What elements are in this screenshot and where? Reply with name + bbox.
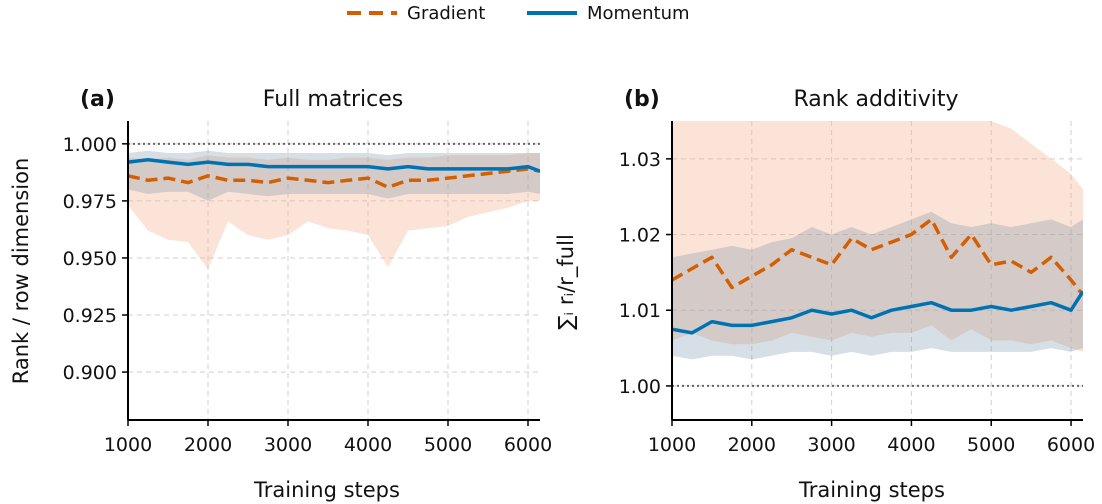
panel-b-ytick-label-2: 1.02 — [619, 225, 661, 247]
panel-b-xtick-label-1: 2000 — [728, 434, 776, 456]
panel-a-ylabel: Rank / row dimension — [9, 158, 33, 385]
panel-b-bands — [672, 121, 1083, 360]
panel-b-yticks: 1.00 1.01 1.02 1.03 — [619, 149, 672, 398]
panel-b-xtick-label-0: 1000 — [648, 434, 696, 456]
panel-b-xtick-label-5: 6000 — [1047, 434, 1095, 456]
legend-label-gradient: Gradient — [407, 3, 485, 24]
panel-b-ylabel: ∑ᵢ rᵢ/r_full — [554, 234, 579, 330]
panel-b-xtick-label-3: 4000 — [887, 434, 935, 456]
panel-a-letter: (a) — [80, 87, 115, 112]
panel-a-xtick-label-4: 5000 — [424, 434, 472, 456]
panel-a-line-momentum — [128, 158, 540, 173]
panel-b-ytick-label-1: 1.01 — [619, 300, 661, 322]
panel-b-line-gradient — [672, 217, 1083, 297]
panel-a-ytick-label-0: 0.900 — [63, 362, 117, 384]
panel-a-xtick-label-1: 2000 — [184, 434, 232, 456]
panel-a-axes — [127, 121, 540, 421]
panel-b-letter: (b) — [624, 87, 660, 112]
panel-b-lines — [672, 217, 1083, 335]
panel-a-xticks: 1000 2000 3000 4000 5000 6000 — [104, 420, 552, 456]
panel-a-xtick-label-3: 4000 — [344, 434, 392, 456]
panel-a-xtick-label-0: 1000 — [104, 434, 152, 456]
legend: Gradient Momentum — [347, 3, 690, 24]
panel-b: (b) Rank additivity Training steps ∑ᵢ rᵢ… — [554, 87, 1095, 502]
panel-a-ytick-label-3: 0.975 — [63, 191, 117, 213]
panel-a: (a) Full matrices Training steps Rank / … — [9, 87, 552, 502]
panel-a-xtick-label-5: 6000 — [504, 434, 552, 456]
panel-a-xtick-label-2: 3000 — [264, 434, 312, 456]
panel-b-xlabel: Training steps — [798, 478, 945, 502]
panel-a-lines — [128, 158, 540, 189]
panel-b-axes — [671, 121, 1083, 421]
panel-b-xtick-label-2: 3000 — [807, 434, 855, 456]
panel-b-xticks: 1000 2000 3000 4000 5000 6000 — [648, 420, 1095, 456]
panel-a-ytick-label-1: 0.925 — [63, 305, 117, 327]
panel-b-ytick-label-3: 1.03 — [619, 149, 661, 171]
panel-a-xlabel: Training steps — [253, 478, 400, 502]
panel-a-ytick-label-2: 0.950 — [63, 248, 117, 270]
panel-b-ytick-label-0: 1.00 — [619, 376, 661, 398]
panel-b-band-gradient — [672, 121, 1083, 352]
panel-b-title: Rank additivity — [794, 87, 959, 112]
legend-label-momentum: Momentum — [587, 3, 690, 24]
panel-a-ytick-label-4: 1.000 — [63, 134, 117, 156]
panel-a-band-gradient — [128, 153, 540, 270]
panel-b-xtick-label-4: 5000 — [967, 434, 1015, 456]
panel-b-ylabel-text: ∑ᵢ rᵢ/r_full — [554, 234, 579, 330]
panel-a-title: Full matrices — [263, 87, 403, 112]
panel-a-yticks: 0.900 0.925 0.950 0.975 1.000 — [63, 134, 128, 384]
panel-b-line-momentum — [672, 290, 1083, 335]
